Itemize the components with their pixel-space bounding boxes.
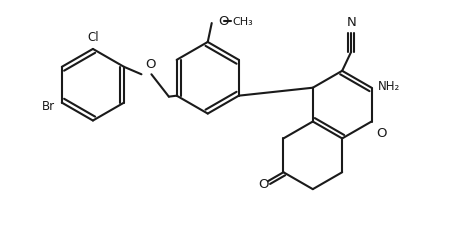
Text: Br: Br [42,99,56,112]
Text: N: N [346,16,356,29]
Text: CH₃: CH₃ [233,17,253,26]
Text: Cl: Cl [87,31,99,44]
Text: O: O [145,58,156,71]
Text: NH₂: NH₂ [377,79,400,92]
Text: O: O [258,178,269,191]
Text: O: O [218,15,229,28]
Text: O: O [376,127,387,140]
